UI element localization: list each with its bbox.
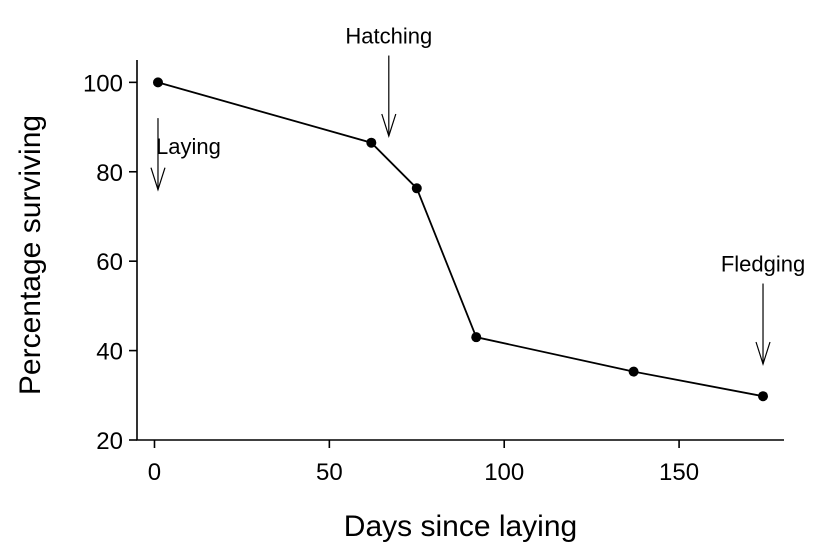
series xyxy=(152,77,769,402)
data-point xyxy=(471,332,482,343)
y-tick-label: 60 xyxy=(96,249,123,276)
axes xyxy=(136,60,784,441)
y-tick-label: 20 xyxy=(96,428,123,455)
y-ticks: 20 40 60 80 100 xyxy=(83,70,137,455)
data-point xyxy=(758,391,769,402)
data-point xyxy=(411,183,422,194)
annotations: Laying Hatching Fledging xyxy=(150,24,805,366)
x-tick-label: 0 xyxy=(148,459,161,486)
data-point xyxy=(152,77,163,88)
annotation-label: Fledging xyxy=(721,252,805,277)
x-tick-label: 50 xyxy=(316,459,343,486)
y-tick-label: 100 xyxy=(83,70,123,97)
annotation-hatching: Hatching xyxy=(345,24,432,138)
y-tick-label: 80 xyxy=(96,160,123,187)
data-point xyxy=(366,137,377,148)
axis-frame xyxy=(136,60,784,441)
annotation-label: Hatching xyxy=(345,24,432,49)
data-point xyxy=(628,366,639,377)
series-line xyxy=(157,81,764,398)
y-tick-label: 40 xyxy=(96,339,123,366)
annotation-arrowhead xyxy=(150,167,166,192)
annotation-arrowhead xyxy=(755,341,771,366)
x-axis-title: Days since laying xyxy=(344,510,577,543)
annotation-fledging: Fledging xyxy=(721,252,805,366)
annotation-laying: Laying xyxy=(150,118,221,192)
x-ticks: 0 50 100 150 xyxy=(148,440,699,486)
x-tick-label: 100 xyxy=(484,459,524,486)
annotation-arrowhead xyxy=(381,113,397,138)
x-tick-label: 150 xyxy=(659,459,699,486)
y-axis-title: Percentage surviving xyxy=(14,115,47,395)
annotation-label: Laying xyxy=(156,134,221,159)
